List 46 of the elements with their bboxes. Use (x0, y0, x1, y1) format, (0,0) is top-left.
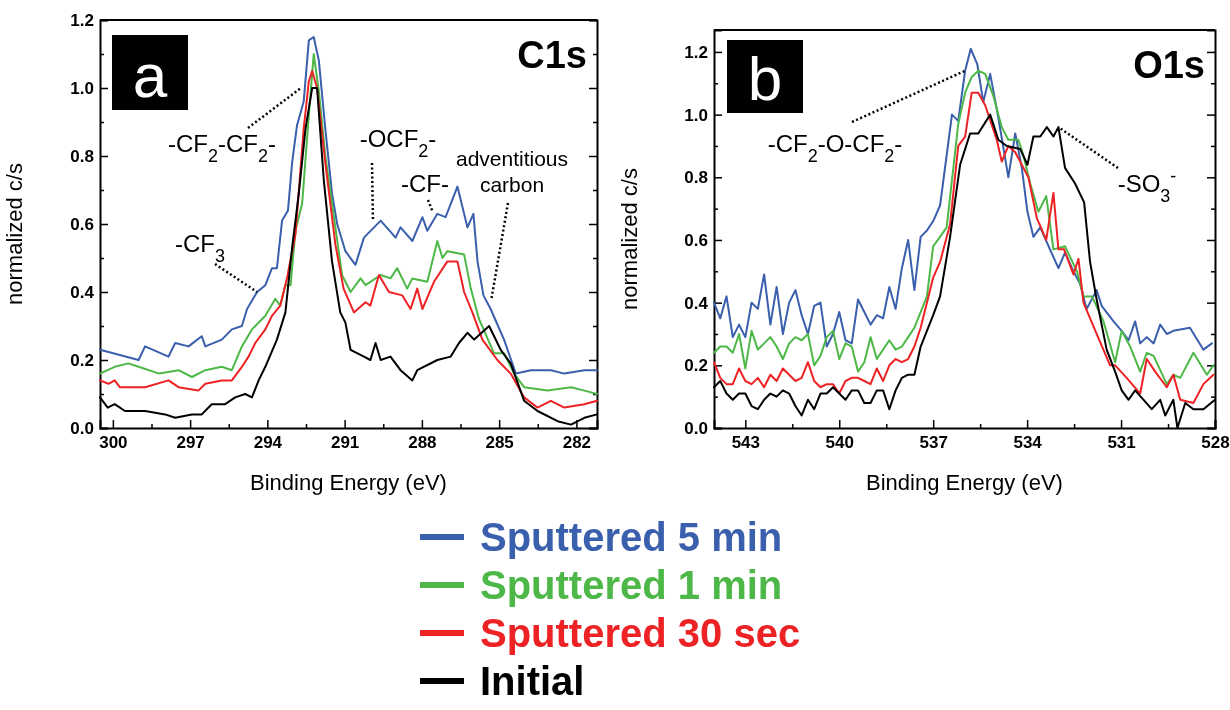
x-tick-label: 543 (731, 433, 760, 453)
legend-label: Sputtered 30 sec (480, 611, 801, 655)
x-tick-label: 297 (176, 433, 205, 453)
x-tick-label: 540 (825, 433, 854, 453)
x-tick-label: 537 (919, 433, 948, 453)
annotation: a (132, 41, 168, 110)
legend-label: Sputtered 1 min (480, 563, 783, 607)
chart-title: O1s (1133, 44, 1205, 86)
y-tick-label: 1.2 (70, 10, 94, 30)
y-tick-label: 1.2 (684, 42, 708, 62)
annotation: adventitious carbon (455, 147, 569, 196)
y-tick-label: 0.6 (684, 230, 708, 250)
x-tick-label: 534 (1013, 433, 1043, 453)
y-tick-label: 0.4 (70, 282, 95, 302)
annotation: -CF$_{2}$-CF$_{2}$- (168, 130, 276, 166)
x-tick-label: 282 (562, 433, 592, 453)
x-axis-title: Binding Energy (eV) (250, 470, 447, 495)
x-tick-label: 291 (330, 433, 360, 453)
y-tick-label: 0.2 (70, 350, 94, 370)
annotation: -CF$_{3}$ (175, 230, 225, 266)
chart-title: C1s (517, 34, 587, 76)
y-tick-label: 0.0 (684, 418, 708, 438)
y-tick-label: 0.8 (684, 168, 708, 188)
x-tick-label: 300 (99, 433, 128, 453)
annotation: -CF$_{2}$-O-CF$_{2}$- (767, 130, 903, 166)
y-tick-label: 0.6 (70, 214, 94, 234)
annotation: b (747, 44, 783, 113)
x-axis-title: Binding Energy (eV) (866, 470, 1063, 495)
y-tick-label: 0.0 (70, 418, 94, 438)
x-tick-label: 288 (408, 433, 437, 453)
y-tick-label: 0.8 (70, 146, 94, 166)
y-tick-label: 0.2 (684, 356, 708, 376)
y-tick-label: 1.0 (684, 105, 708, 125)
y-tick-label: 0.4 (684, 293, 709, 313)
annotation: -OCF$_{2}$- (359, 125, 437, 161)
x-tick-label: 285 (485, 433, 514, 453)
annotation: -CF- (401, 170, 449, 197)
legend-label: Sputtered 5 min (480, 515, 783, 559)
y-axis-title: normalized c/s (617, 168, 642, 310)
y-axis-title: normalized c/s (2, 163, 27, 305)
x-tick-label: 528 (1201, 433, 1230, 453)
y-tick-label: 1.0 (70, 78, 94, 98)
line-series (713, 47, 1213, 351)
legend-label: Initial (480, 659, 585, 703)
x-tick-label: 531 (1107, 433, 1136, 453)
x-tick-label: 294 (253, 433, 283, 453)
